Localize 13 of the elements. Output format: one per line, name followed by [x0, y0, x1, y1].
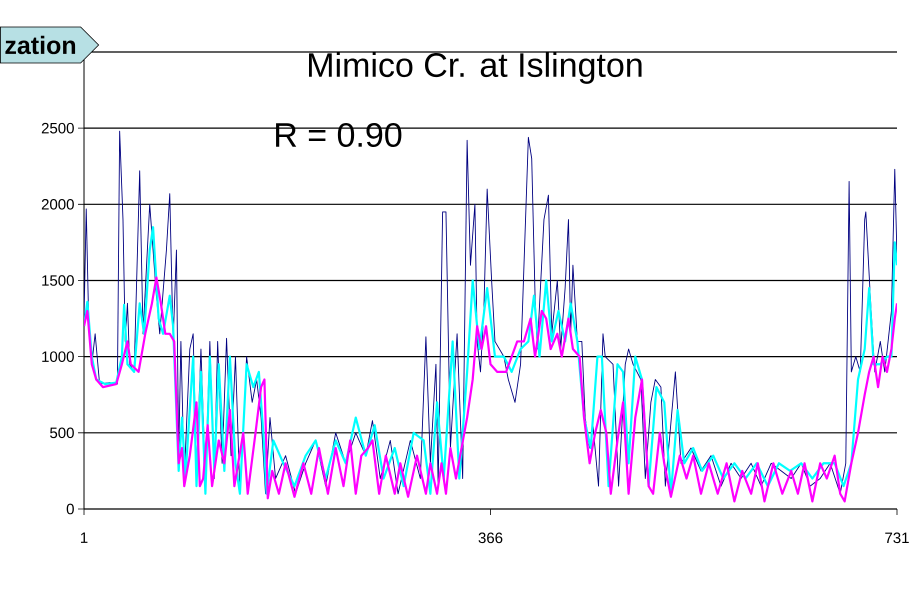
y-tick-label: 2000	[42, 199, 74, 210]
y-tick-label: 0	[66, 504, 74, 514]
x-tick-label: 1	[80, 532, 88, 543]
y-tick-label: 2500	[42, 122, 74, 134]
text: zation	[5, 36, 76, 54]
x-tick-label: 731	[885, 532, 909, 544]
annotation: R = 0.90	[276, 122, 402, 148]
chart-title: Mimico Cr. at Islington	[309, 52, 642, 84]
x-tick-label: 366	[478, 532, 502, 544]
y-tick-label: 500	[50, 428, 74, 438]
y-tick-label: 1500	[42, 275, 74, 286]
line-series	[84, 226, 897, 495]
y-tick-label: 1000	[42, 351, 74, 362]
